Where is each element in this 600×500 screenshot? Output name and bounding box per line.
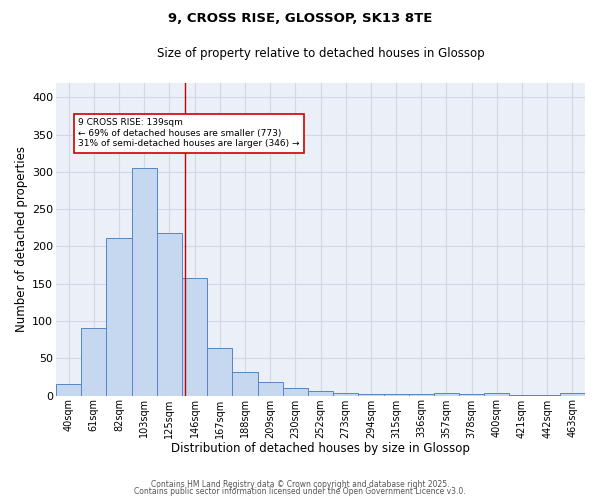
Bar — [308, 391, 333, 396]
Bar — [157, 233, 182, 396]
Bar — [81, 328, 106, 396]
Bar — [207, 348, 232, 396]
Bar — [535, 395, 560, 396]
Bar — [434, 392, 459, 396]
Bar — [459, 394, 484, 396]
Bar — [509, 395, 535, 396]
Bar — [257, 382, 283, 396]
Bar — [409, 394, 434, 396]
Bar — [283, 388, 308, 396]
Title: Size of property relative to detached houses in Glossop: Size of property relative to detached ho… — [157, 48, 484, 60]
Bar — [232, 372, 257, 396]
X-axis label: Distribution of detached houses by size in Glossop: Distribution of detached houses by size … — [171, 442, 470, 455]
Text: 9, CROSS RISE, GLOSSOP, SK13 8TE: 9, CROSS RISE, GLOSSOP, SK13 8TE — [168, 12, 432, 26]
Bar — [333, 394, 358, 396]
Bar — [560, 394, 585, 396]
Bar — [106, 238, 131, 396]
Text: Contains HM Land Registry data © Crown copyright and database right 2025.: Contains HM Land Registry data © Crown c… — [151, 480, 449, 489]
Bar — [383, 394, 409, 396]
Y-axis label: Number of detached properties: Number of detached properties — [15, 146, 28, 332]
Bar — [131, 168, 157, 396]
Text: Contains public sector information licensed under the Open Government Licence v3: Contains public sector information licen… — [134, 488, 466, 496]
Bar — [358, 394, 383, 396]
Bar — [484, 394, 509, 396]
Text: 9 CROSS RISE: 139sqm
← 69% of detached houses are smaller (773)
31% of semi-deta: 9 CROSS RISE: 139sqm ← 69% of detached h… — [78, 118, 300, 148]
Bar — [56, 384, 81, 396]
Bar — [182, 278, 207, 396]
